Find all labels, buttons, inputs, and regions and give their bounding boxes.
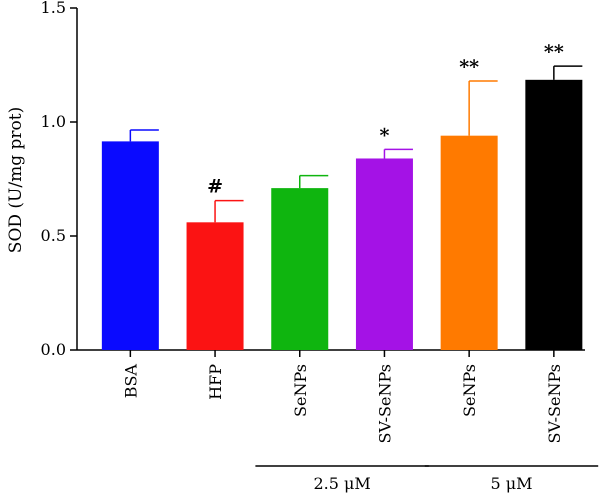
bar <box>525 79 583 350</box>
bar <box>271 188 329 350</box>
y-tick-label: 0.0 <box>41 340 66 359</box>
y-tick-label: 0.5 <box>41 226 66 245</box>
significance-marker: ** <box>459 56 479 78</box>
category-label: SV-SeNPs <box>375 364 394 443</box>
labels: 0.0 0.5 1.0 1.5 BSA HFP # SeNPs SV-SeNPs * SeNPs **… <box>41 0 564 493</box>
bar <box>355 158 413 350</box>
category-label: SeNPs <box>291 364 310 417</box>
group-label: 2.5 μM <box>313 474 370 493</box>
category-label: SeNPs <box>460 364 479 417</box>
axes <box>70 7 599 467</box>
significance-marker: ** <box>544 41 564 63</box>
category-label: HFP <box>206 364 225 400</box>
bar <box>440 135 498 350</box>
category-label: SV-SeNPs <box>545 364 564 443</box>
bar <box>101 141 159 350</box>
significance-marker: # <box>207 176 223 198</box>
group-label: 5 μM <box>490 474 532 493</box>
bar <box>186 222 244 350</box>
y-tick-label: 1.0 <box>41 112 66 131</box>
significance-marker: * <box>379 124 389 146</box>
category-label: BSA <box>121 364 140 399</box>
y-tick-label: 1.5 <box>41 0 66 17</box>
bars <box>101 65 583 350</box>
y-axis-label: SOD (U/mg prot) <box>6 107 26 253</box>
